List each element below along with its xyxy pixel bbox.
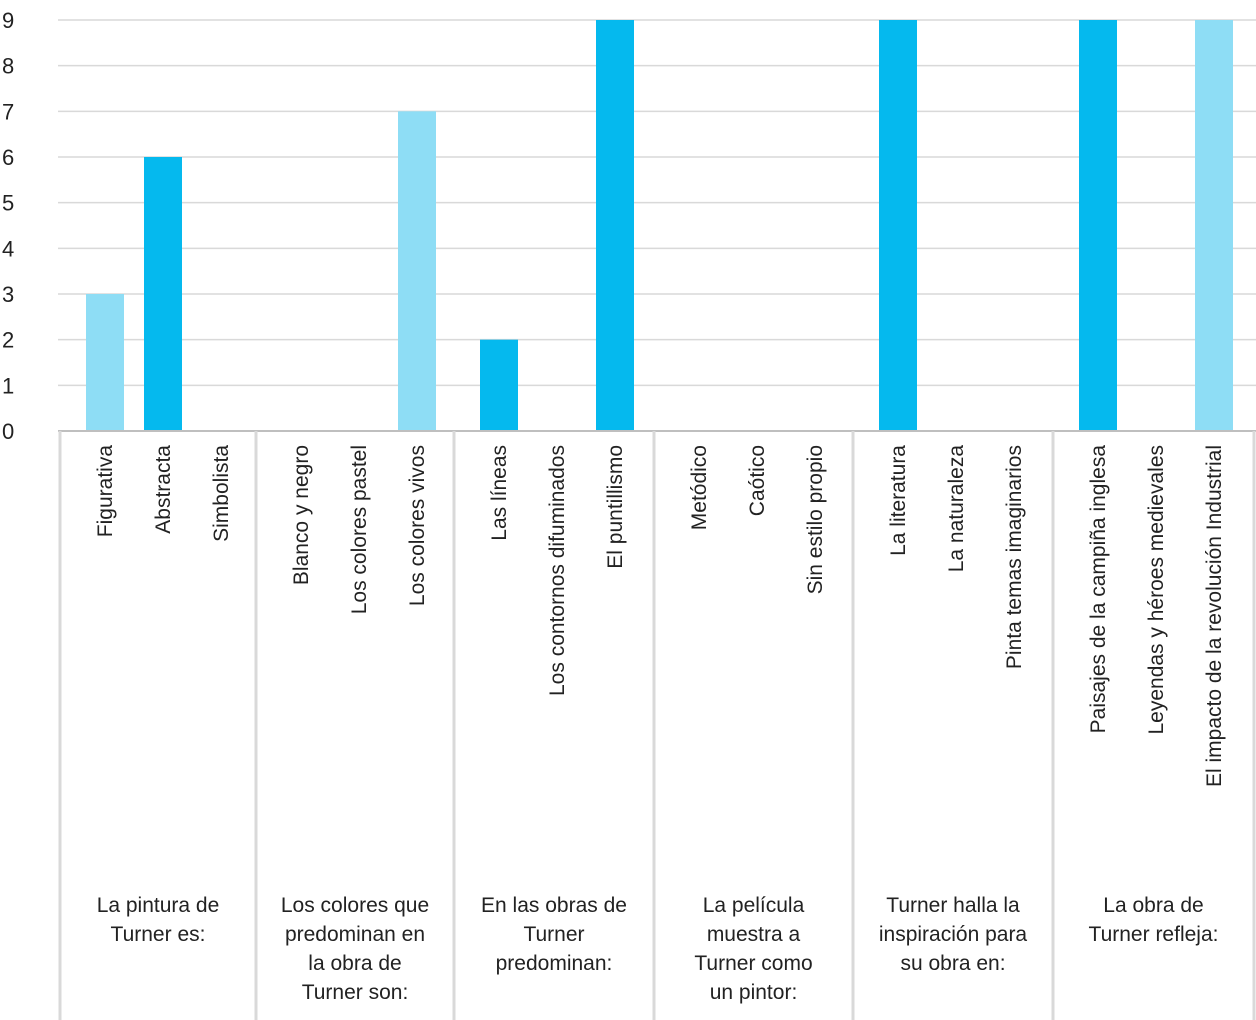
bar — [596, 20, 634, 431]
y-tick-label: 9 — [2, 8, 14, 33]
group-label: predominan en — [285, 923, 425, 946]
category-label: Sin estilo propio — [804, 445, 827, 594]
y-tick-label: 0 — [2, 419, 14, 444]
group-label: inspiración para — [879, 923, 1028, 946]
y-tick-label: 1 — [2, 373, 14, 398]
category-label: Abstracta — [152, 445, 175, 534]
group-label: Los colores que — [281, 894, 429, 917]
group-label: su obra en: — [900, 952, 1005, 975]
y-tick-label: 6 — [2, 145, 14, 170]
category-label: Los colores pastel — [348, 445, 371, 614]
group-label: La pintura de — [97, 894, 220, 917]
gridlines — [58, 19, 1256, 387]
category-label: Metódico — [688, 445, 711, 530]
bars — [86, 20, 1233, 431]
category-label: Simbolista — [210, 445, 233, 542]
category-label: La naturaleza — [945, 445, 968, 573]
group-label: Turner es: — [111, 923, 206, 946]
category-label: Los contornos difuminados — [546, 445, 569, 696]
category-label: Caótico — [746, 445, 769, 516]
labels: 0 1 2 3 4 5 6 7 8 9 Figurativa Abstracta Simbolista L… — [2, 8, 1226, 1004]
category-label: El puntillismo — [604, 445, 627, 569]
group-label: la obra de — [308, 952, 401, 975]
category-label: Las líneas — [488, 445, 511, 541]
group-label: predominan: — [496, 952, 613, 975]
y-tick-label: 5 — [2, 191, 14, 216]
bar — [879, 20, 917, 431]
category-label: Pinta temas imaginarios — [1003, 445, 1026, 669]
category-label: Los colores vivos — [406, 445, 429, 606]
axes — [58, 430, 1256, 1020]
bar — [480, 339, 518, 431]
group-label: La obra de — [1103, 894, 1203, 917]
group-label: un pintor: — [710, 981, 798, 1004]
bar — [398, 111, 436, 431]
category-label: Figurativa — [94, 445, 117, 538]
group-label: Turner halla la — [886, 894, 1020, 917]
category-label: El impacto de la revolución Industrial — [1203, 445, 1226, 787]
y-tick-label: 4 — [2, 236, 14, 261]
y-tick-label: 2 — [2, 328, 14, 353]
group-label: Turner — [523, 923, 584, 946]
y-tick-label: 8 — [2, 54, 14, 79]
category-label: Paisajes de la campiña inglesa — [1087, 445, 1110, 734]
category-label: Leyendas y héroes medievales — [1145, 445, 1168, 735]
group-label: muestra a — [707, 923, 801, 946]
category-label: Blanco y negro — [290, 445, 313, 585]
bar — [1195, 20, 1233, 431]
bar — [86, 294, 124, 431]
group-label: Turner como — [694, 952, 812, 975]
group-label: En las obras de — [481, 894, 627, 917]
bar — [1079, 20, 1117, 431]
group-label: Turner refleja: — [1089, 923, 1219, 946]
group-label: Turner son: — [302, 981, 409, 1004]
bar — [144, 157, 182, 431]
category-label: La literatura — [887, 445, 910, 556]
group-label: La película — [703, 894, 805, 917]
y-tick-label: 7 — [2, 99, 14, 124]
y-tick-label: 3 — [2, 282, 14, 307]
